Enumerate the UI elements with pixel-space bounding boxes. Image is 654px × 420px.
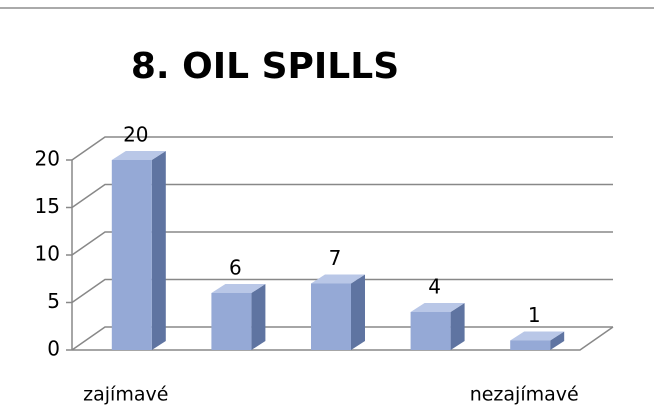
grid-line bbox=[71, 278, 613, 304]
x-tick-label: zajímavé bbox=[83, 384, 168, 406]
x-tick-label: nezajímavé bbox=[470, 384, 579, 406]
bar bbox=[311, 283, 351, 350]
bar-side bbox=[151, 151, 166, 350]
bar-top bbox=[311, 274, 365, 284]
chart-title: 8. OIL SPILLS bbox=[131, 46, 399, 87]
bar-side bbox=[450, 303, 465, 350]
y-tick-label: 10 bbox=[35, 242, 60, 266]
value-label: 7 bbox=[329, 246, 342, 270]
bar-top bbox=[111, 151, 166, 160]
grid-line bbox=[71, 231, 613, 256]
value-label: 6 bbox=[229, 256, 242, 280]
y-tick-label: 15 bbox=[35, 194, 60, 218]
y-tick-label: 5 bbox=[47, 289, 60, 313]
value-label: 20 bbox=[123, 123, 148, 147]
bar-side bbox=[550, 331, 565, 350]
y-tick-label: 0 bbox=[47, 337, 60, 361]
bar-top bbox=[510, 331, 565, 341]
value-label: 1 bbox=[528, 303, 541, 327]
bar-top bbox=[410, 303, 465, 312]
y-tick-label: 20 bbox=[35, 147, 60, 171]
bar-side bbox=[351, 274, 365, 350]
bar bbox=[211, 293, 252, 350]
bar-top bbox=[211, 284, 266, 293]
bar-side bbox=[251, 284, 266, 350]
value-label: 4 bbox=[428, 275, 441, 299]
bar bbox=[410, 312, 451, 350]
bar bbox=[510, 340, 551, 350]
grid-line bbox=[71, 183, 613, 209]
bar bbox=[111, 160, 152, 350]
grid-line bbox=[71, 136, 613, 161]
